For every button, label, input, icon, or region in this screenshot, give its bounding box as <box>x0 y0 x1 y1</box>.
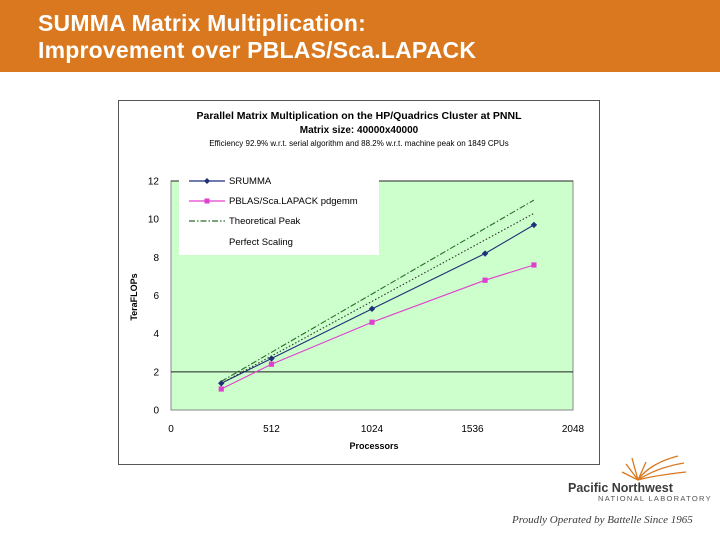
y-tick-label: 12 <box>148 177 160 188</box>
chart-frame: 0 2 4 6 8 10 12 0 512 1024 1536 2048 Parallel Matri… <box>118 100 600 465</box>
chart-title: Parallel Matrix Multiplication on the HP… <box>197 110 523 122</box>
y-tick-label: 10 <box>148 215 160 226</box>
performance-chart: 0 2 4 6 8 10 12 0 512 1024 1536 2048 Parallel Matri… <box>129 110 585 451</box>
y-tick-label: 8 <box>153 253 159 264</box>
slide-title-line-2: Improvement over PBLAS/Sca.LAPACK <box>38 37 477 63</box>
pblas-point <box>482 277 488 283</box>
pblas-point <box>218 386 224 392</box>
title-bar: SUMMA Matrix Multiplication: Improvement… <box>0 0 720 72</box>
chart-legend: SRUMMA PBLAS/Sca.LAPACK pdgemm Theoretic… <box>179 169 379 255</box>
slide-title: SUMMA Matrix Multiplication: Improvement… <box>38 10 476 64</box>
slide-title-line-1: SUMMA Matrix Multiplication: <box>38 10 367 36</box>
logo-name: Pacific Northwest <box>568 481 673 495</box>
series-line-theoretical-peak <box>221 199 535 382</box>
pblas-point <box>531 262 537 268</box>
x-tick-label: 0 <box>168 424 174 435</box>
legend-marker-srumma <box>204 178 210 184</box>
x-tick-label: 1536 <box>461 424 484 435</box>
x-tick-label: 512 <box>263 424 280 435</box>
logo-mark-icon <box>621 455 687 481</box>
srumma-point <box>368 305 376 313</box>
srumma-point <box>530 221 538 229</box>
legend-box <box>179 169 379 255</box>
logo-tagline: Proudly Operated by Battelle Since 1965 <box>512 514 693 526</box>
y-axis-label: TeraFLOPs <box>129 273 139 320</box>
x-tick-label: 2048 <box>562 424 585 435</box>
legend-marker-pblas <box>204 198 210 204</box>
chart-subtitle: Matrix size: 40000x40000 <box>300 125 419 136</box>
x-tick-label: 1024 <box>361 424 384 435</box>
logo-subname: NATIONAL LABORATORY <box>598 494 712 503</box>
legend-label-pblas: PBLAS/Sca.LAPACK pdgemm <box>229 196 358 207</box>
legend-label-theoretical: Theoretical Peak <box>229 216 301 227</box>
pnnl-logo <box>621 455 687 481</box>
y-tick-label: 2 <box>153 367 159 378</box>
x-axis-label: Processors <box>349 441 398 451</box>
legend-label-perfect: Perfect Scaling <box>229 237 293 248</box>
y-tick-label: 0 <box>153 406 159 417</box>
pblas-point <box>369 319 375 325</box>
y-tick-label: 6 <box>153 291 159 302</box>
pblas-point <box>268 361 275 367</box>
srumma-point <box>481 250 489 257</box>
chart-note: Efficiency 92.9% w.r.t. serial algorithm… <box>209 139 509 148</box>
legend-label-srumma: SRUMMA <box>229 176 272 187</box>
y-tick-label: 4 <box>153 329 159 340</box>
srumma-point <box>268 355 275 362</box>
